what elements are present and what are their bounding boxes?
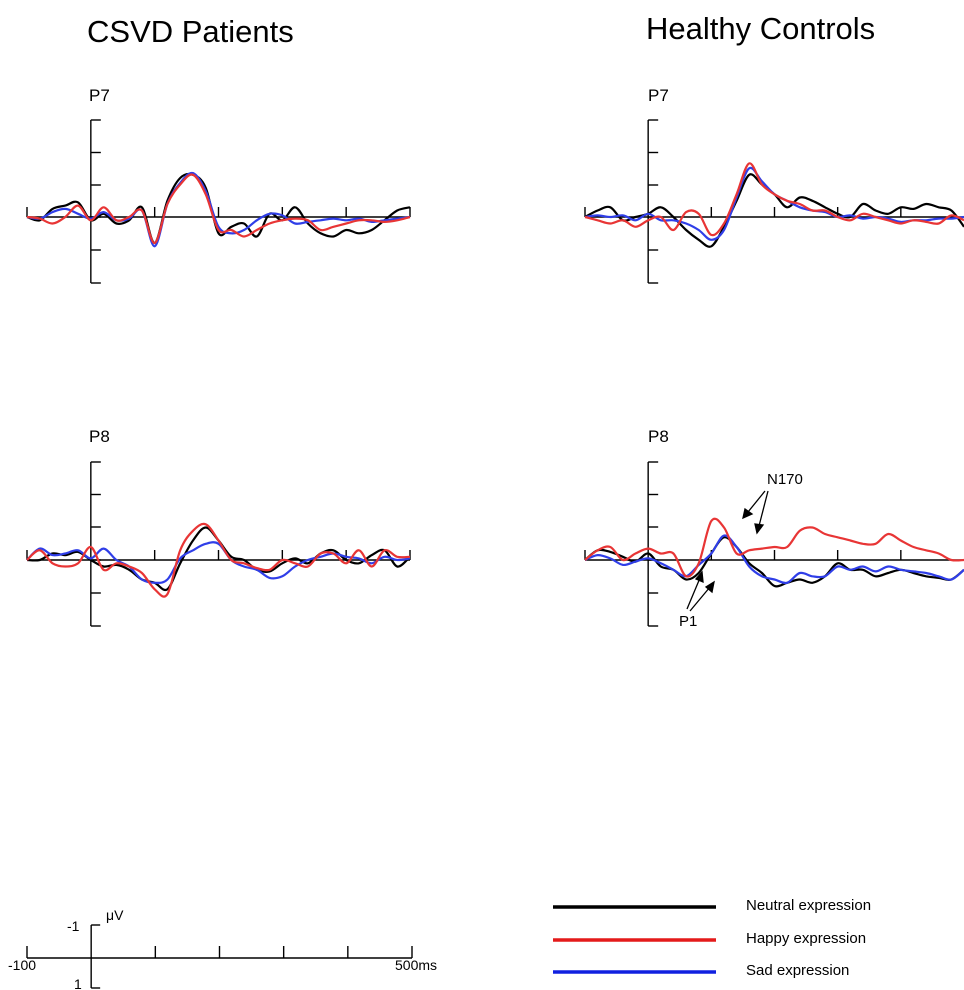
series-line-happy — [26, 522, 411, 598]
panel-label-csvd-p8: P8 — [89, 427, 110, 446]
series-line-sad — [26, 171, 411, 248]
scale-y-bottom-label: 1 — [74, 976, 82, 990]
scale-y-top-label: -1 — [67, 918, 80, 934]
annotation-n170: N170 — [767, 471, 803, 488]
panel-label-controls-p8: P8 — [648, 427, 669, 446]
panel-csvd-p8: P8 — [26, 427, 411, 627]
n170-arrows — [742, 490, 769, 535]
axes — [26, 119, 411, 284]
panel-controls-p7: P7 — [584, 86, 964, 284]
p1-arrowhead-right — [704, 580, 715, 594]
series-line-happy — [584, 162, 964, 237]
legend: Neutral expression Happy expression Sad … — [553, 897, 871, 979]
series-line-happy — [26, 173, 411, 245]
n170-arrowhead-left — [742, 507, 754, 520]
legend-label-neutral: Neutral expression — [746, 897, 871, 914]
n170-arrowhead-right — [754, 523, 765, 535]
series-line-sad — [584, 534, 964, 585]
p1-arrowhead-left — [694, 570, 704, 584]
axes — [584, 461, 964, 627]
scale-unit-label: μV — [106, 907, 124, 923]
n170-arrow-line-left — [747, 490, 766, 513]
series-line-sad — [584, 166, 964, 241]
panel-controls-p8: P8 N170 P1 — [584, 427, 964, 630]
p1-arrow-line-left — [686, 577, 701, 610]
series-line-sad — [26, 541, 411, 584]
legend-label-sad: Sad expression — [746, 962, 849, 979]
annotation-p1: P1 — [679, 613, 697, 630]
panel-label-controls-p7: P7 — [648, 86, 669, 105]
panel-csvd-p7: P7 — [26, 86, 411, 284]
group-title-controls: Healthy Controls — [646, 11, 875, 46]
axes — [584, 119, 964, 284]
n170-arrow-line-right — [758, 490, 769, 527]
scale-bar — [26, 924, 413, 989]
legend-label-happy: Happy expression — [746, 930, 866, 947]
panel-label-csvd-p7: P7 — [89, 86, 110, 105]
group-title-csvd: CSVD Patients — [87, 14, 294, 49]
series-line-happy — [584, 517, 964, 578]
p1-arrows — [686, 570, 715, 612]
scale-x-end-label: 500ms — [395, 957, 437, 973]
scale-x-start-label: -100 — [8, 957, 36, 973]
p1-arrow-line-right — [689, 586, 711, 612]
scale-bar-lines — [26, 924, 413, 989]
